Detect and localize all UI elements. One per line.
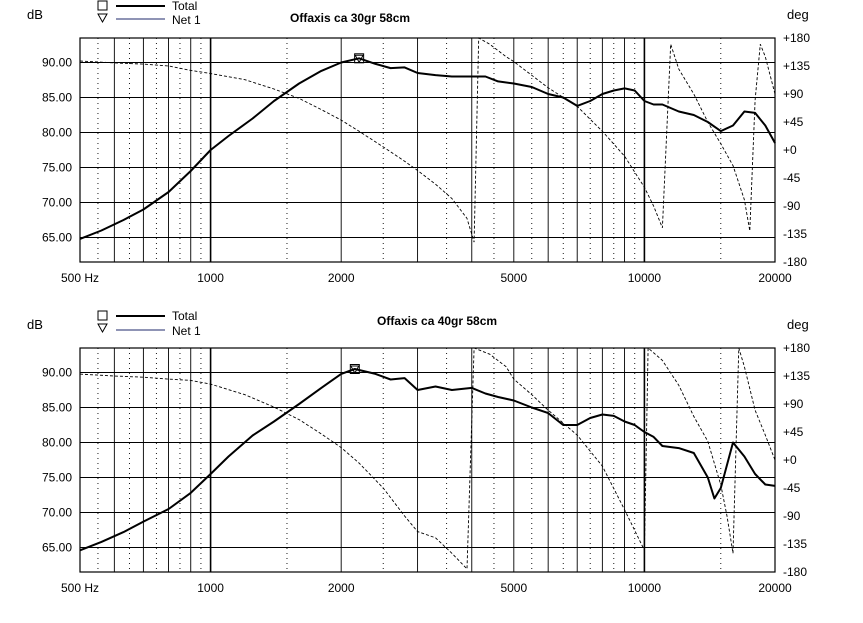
legend-net1-label: Net 1 <box>172 324 201 338</box>
y-left-tick-label: 65.00 <box>42 231 72 245</box>
x-tick-label: 20000 <box>758 271 792 285</box>
legend-total-label: Total <box>172 309 197 323</box>
x-tick-label: 10000 <box>628 581 662 595</box>
y-right-tick-label: -180 <box>783 255 807 269</box>
y-left-axis-ticks: 90.00 85.00 80.00 75.00 70.00 65.00 <box>42 56 72 245</box>
left-unit-label: dB <box>27 317 43 332</box>
x-axis-ticks: 500 Hz 1000 2000 5000 10000 20000 <box>61 581 792 595</box>
y-left-tick-label: 70.00 <box>42 506 72 520</box>
legend-square-marker <box>97 310 108 321</box>
chart-title: Offaxis ca 40gr 58cm <box>377 314 497 328</box>
y-right-tick-label: +45 <box>783 115 804 129</box>
x-tick-label: 2000 <box>328 271 355 285</box>
plot-frame <box>79 37 776 263</box>
y-left-tick-label: 80.00 <box>42 436 72 450</box>
y-right-tick-label: +90 <box>783 87 804 101</box>
right-unit-label: deg <box>787 317 809 332</box>
y-right-tick-label: +0 <box>783 143 797 157</box>
series-total-line <box>79 57 776 240</box>
left-unit-label: dB <box>27 7 43 22</box>
y-left-tick-label: 65.00 <box>42 541 72 555</box>
series-total-line <box>79 368 776 552</box>
chart-top: dB deg Offaxis ca 30gr 58cm Total Net 1 … <box>27 0 810 285</box>
y-right-axis-ticks: +180 +135 +90 +45 +0 -45 -90 -135 -180 <box>783 341 810 579</box>
x-tick-label: 500 Hz <box>61 581 99 595</box>
net1-triangle-marker <box>349 365 360 375</box>
chart-title: Offaxis ca 30gr 58cm <box>290 11 410 25</box>
legend: Total Net 1 <box>97 309 201 338</box>
series-net1-phase-line <box>79 37 776 243</box>
x-tick-label: 10000 <box>628 271 662 285</box>
series-net1-phase-line <box>79 347 776 570</box>
y-left-axis-ticks: 90.00 85.00 80.00 75.00 70.00 65.00 <box>42 366 72 555</box>
plot-frame <box>79 347 776 573</box>
y-right-tick-label: -180 <box>783 565 807 579</box>
y-right-tick-label: +0 <box>783 453 797 467</box>
y-right-tick-label: -45 <box>783 481 801 495</box>
y-left-tick-label: 70.00 <box>42 196 72 210</box>
plot-border <box>79 347 776 573</box>
x-tick-label: 5000 <box>500 271 527 285</box>
y-left-tick-label: 90.00 <box>42 366 72 380</box>
legend-total-label: Total <box>172 0 197 13</box>
y-left-tick-label: 90.00 <box>42 56 72 70</box>
y-right-tick-label: +180 <box>783 341 810 355</box>
x-tick-label: 1000 <box>197 581 224 595</box>
grid <box>79 38 776 262</box>
y-right-tick-label: +45 <box>783 425 804 439</box>
net1-triangle-marker <box>354 54 365 64</box>
y-right-tick-label: +135 <box>783 369 810 383</box>
y-right-tick-label: -135 <box>783 227 807 241</box>
y-right-axis-ticks: +180 +135 +90 +45 +0 -45 -90 -135 -180 <box>783 31 810 269</box>
legend-square-marker <box>97 0 108 11</box>
legend-triangle-marker <box>97 13 108 24</box>
legend-triangle-marker <box>97 323 108 334</box>
y-right-tick-label: -90 <box>783 509 801 523</box>
y-right-tick-label: -90 <box>783 199 801 213</box>
legend: Total Net 1 <box>97 0 201 27</box>
y-right-tick-label: +90 <box>783 397 804 411</box>
x-tick-label: 5000 <box>500 581 527 595</box>
x-axis-ticks: 500 Hz 1000 2000 5000 10000 20000 <box>61 271 792 285</box>
x-tick-label: 2000 <box>328 581 355 595</box>
right-unit-label: deg <box>787 7 809 22</box>
x-tick-label: 20000 <box>758 581 792 595</box>
y-left-tick-label: 80.00 <box>42 126 72 140</box>
y-left-tick-label: 75.00 <box>42 161 72 175</box>
plot-border <box>79 37 776 263</box>
chart-bottom: dB deg Offaxis ca 40gr 58cm Total Net 1 … <box>27 309 810 595</box>
y-left-tick-label: 85.00 <box>42 91 72 105</box>
grid <box>79 348 776 572</box>
x-tick-label: 500 Hz <box>61 271 99 285</box>
series-layer <box>79 37 776 243</box>
y-right-tick-label: +180 <box>783 31 810 45</box>
y-left-tick-label: 85.00 <box>42 401 72 415</box>
legend-net1-label: Net 1 <box>172 13 201 27</box>
y-right-tick-label: -135 <box>783 537 807 551</box>
y-right-tick-label: -45 <box>783 171 801 185</box>
y-left-tick-label: 75.00 <box>42 471 72 485</box>
series-layer <box>79 347 776 570</box>
x-tick-label: 1000 <box>197 271 224 285</box>
y-right-tick-label: +135 <box>783 59 810 73</box>
